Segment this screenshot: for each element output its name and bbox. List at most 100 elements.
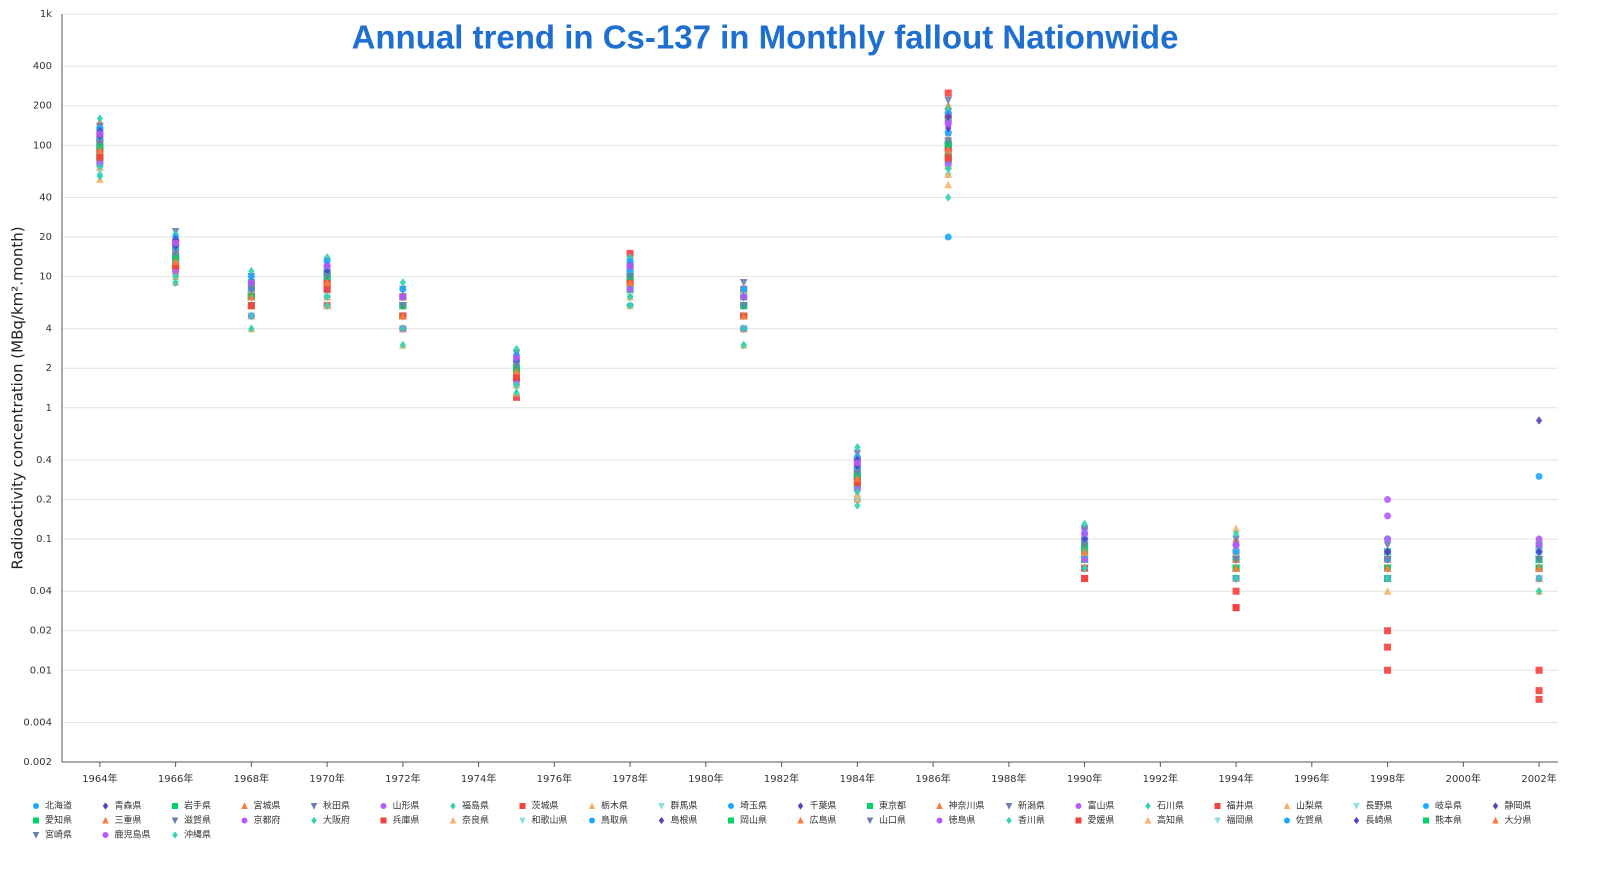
x-tick-label: 1968年 (234, 772, 269, 785)
legend-label[interactable]: 広島県 (810, 814, 837, 826)
y-tick-label: 0.004 (23, 717, 52, 728)
legend-label[interactable]: 愛知県 (45, 814, 72, 826)
legend-marker (450, 802, 456, 810)
legend-label[interactable]: 香川県 (1018, 815, 1045, 826)
legend-marker (1075, 803, 1082, 809)
chart-title: Annual trend in Cs-137 in Monthly fallou… (352, 19, 1179, 56)
data-point (626, 267, 634, 275)
legend-label[interactable]: 岐阜県 (1435, 800, 1462, 812)
data-point (1535, 541, 1543, 549)
legend-marker (449, 816, 457, 824)
legend-label[interactable]: 兵庫県 (393, 814, 420, 826)
x-tick-label: 1984年 (840, 772, 875, 785)
legend-marker (658, 803, 665, 810)
legend-marker (1075, 817, 1082, 824)
legend-label[interactable]: 鳥取県 (601, 814, 628, 826)
legend-label[interactable]: 徳島県 (949, 814, 976, 826)
legend-label[interactable]: 山口県 (879, 815, 906, 826)
data-point (512, 361, 521, 370)
legend-marker (1423, 803, 1429, 809)
legend-label[interactable]: 新潟県 (1018, 800, 1045, 812)
data-point (323, 292, 331, 302)
legend-marker (1423, 817, 1429, 824)
legend-label[interactable]: 大阪府 (323, 814, 350, 826)
legend-label[interactable]: 群馬県 (671, 800, 698, 812)
data-point (1080, 547, 1089, 556)
legend-label[interactable]: 大分県 (1505, 814, 1532, 826)
legend-label[interactable]: 福岡県 (1227, 814, 1254, 826)
legend-marker (728, 817, 734, 824)
legend-label[interactable]: 千葉県 (810, 800, 837, 812)
legend-label[interactable]: 宮崎県 (45, 829, 72, 841)
legend-label[interactable]: 鹿児島県 (115, 829, 151, 841)
data-point (853, 474, 862, 482)
legend-marker (1353, 803, 1360, 810)
data-point (1535, 555, 1543, 564)
legend-label[interactable]: 青森県 (115, 800, 142, 812)
legend-label[interactable]: 静岡県 (1505, 800, 1532, 812)
data-point (853, 469, 862, 477)
data-point (1232, 529, 1240, 538)
legend-label[interactable]: 奈良県 (462, 814, 489, 826)
legend-marker (1492, 802, 1499, 810)
legend-marker (797, 816, 804, 824)
legend-label[interactable]: 岩手県 (184, 800, 211, 812)
x-tick-label: 1988年 (991, 772, 1026, 785)
data-point (399, 278, 407, 287)
legend-label[interactable]: 熊本県 (1435, 814, 1462, 826)
legend-label[interactable]: 北海道 (45, 800, 72, 812)
data-point (1535, 472, 1543, 480)
legend-label[interactable]: 山梨県 (1296, 800, 1323, 812)
legend-label[interactable]: 島根県 (671, 814, 698, 826)
legend-marker (311, 816, 317, 825)
legend-label[interactable]: 栃木県 (601, 800, 628, 812)
legend-label[interactable]: 茨城県 (532, 800, 559, 812)
legend-label[interactable]: 福井県 (1227, 800, 1254, 812)
legend-label[interactable]: 京都府 (254, 814, 281, 826)
data-point (512, 374, 520, 382)
data-point (1081, 530, 1089, 538)
legend-marker (658, 816, 665, 825)
data-point (1384, 574, 1391, 583)
legend-label[interactable]: 福島県 (462, 800, 489, 812)
data-point (739, 302, 748, 310)
legend-marker (1144, 816, 1152, 824)
legend-label[interactable]: 神奈川県 (949, 800, 985, 812)
data-point (1535, 574, 1543, 583)
legend-label[interactable]: 岡山県 (740, 815, 767, 826)
legend-label[interactable]: 長崎県 (1366, 814, 1393, 826)
legend-label[interactable]: 石川県 (1157, 801, 1184, 812)
legend-marker (936, 802, 943, 809)
legend-marker (1145, 802, 1151, 810)
data-point (171, 257, 180, 266)
data-point (944, 96, 953, 105)
data-point (1081, 575, 1089, 583)
legend-label[interactable]: 三重県 (115, 814, 142, 826)
data-point (1383, 555, 1392, 564)
data-point (248, 266, 255, 276)
legend-label[interactable]: 山形県 (393, 800, 420, 812)
legend-label[interactable]: 沖縄県 (184, 829, 211, 841)
legend-label[interactable]: 長野県 (1366, 801, 1393, 812)
legend-label[interactable]: 東京都 (879, 800, 906, 812)
legend-marker (380, 803, 387, 809)
legend-label[interactable]: 佐賀県 (1296, 814, 1323, 826)
legend-label[interactable]: 愛媛県 (1088, 814, 1115, 826)
legend-label[interactable]: 滋賀県 (184, 814, 211, 826)
data-point (739, 279, 748, 287)
legend-label[interactable]: 和歌山県 (532, 814, 568, 826)
data-point (1535, 535, 1543, 543)
data-point (1081, 555, 1089, 563)
legend-label[interactable]: 高知県 (1157, 814, 1184, 826)
y-tick-label: 0.2 (36, 494, 52, 505)
legend-label[interactable]: 秋田県 (323, 800, 350, 812)
legend-marker (1214, 817, 1221, 825)
legend-label[interactable]: 埼玉県 (740, 800, 767, 812)
data-point (740, 340, 747, 350)
legend-marker (1006, 816, 1012, 825)
data-point (399, 311, 407, 320)
legend-marker (1283, 802, 1291, 809)
legend-label[interactable]: 宮城県 (254, 800, 281, 812)
legend-label[interactable]: 富山県 (1088, 800, 1115, 812)
